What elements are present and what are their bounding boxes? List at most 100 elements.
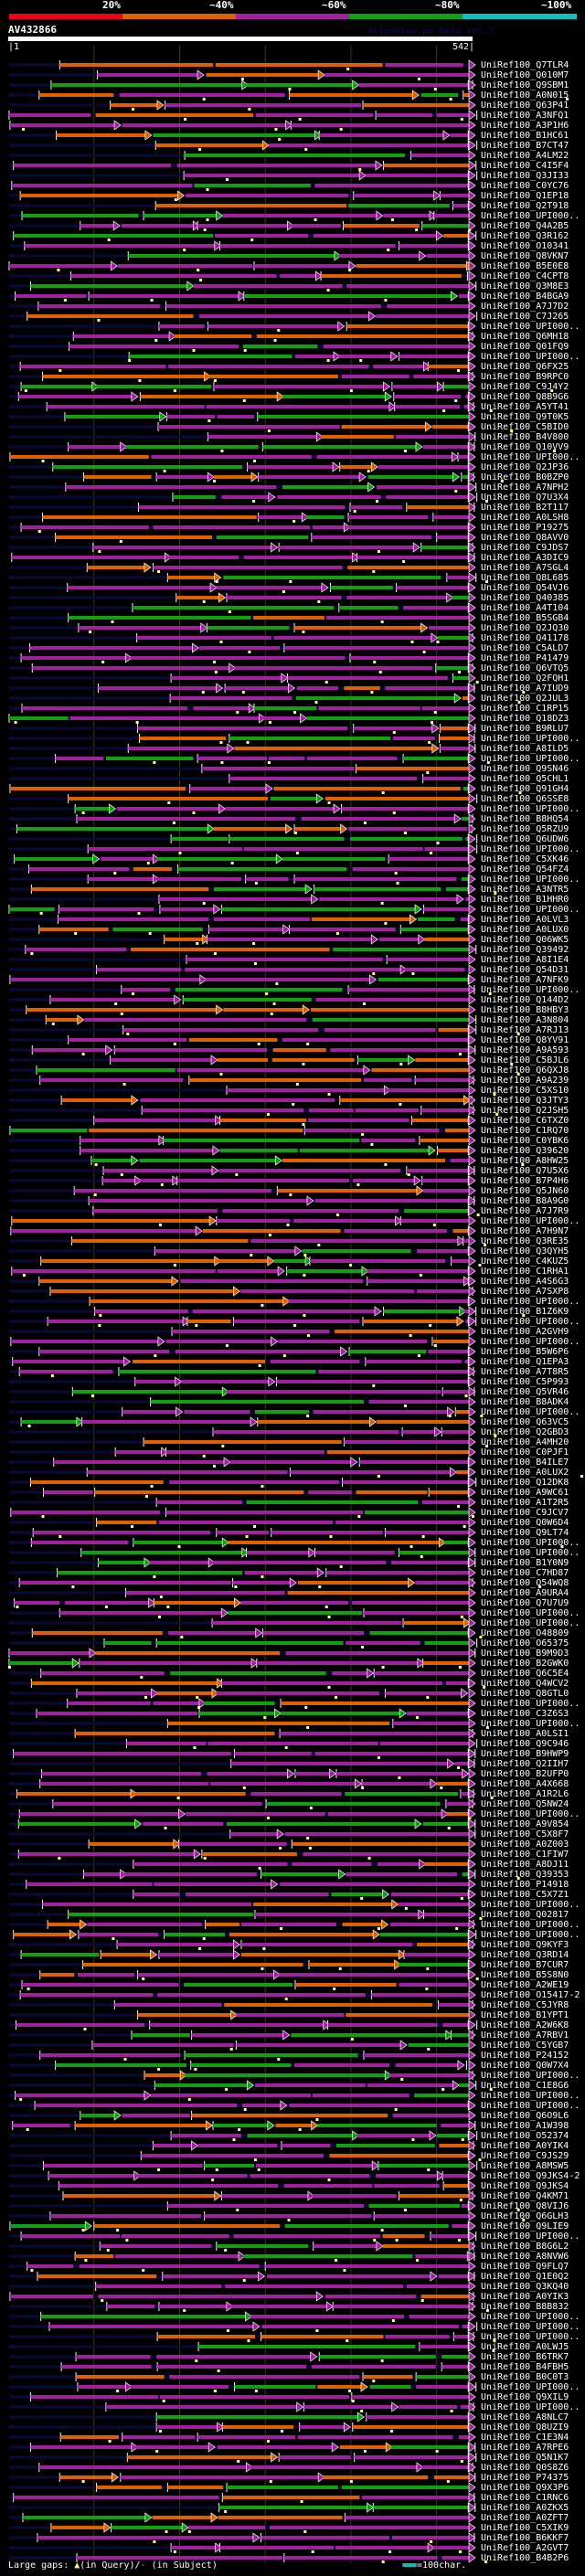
hit-label[interactable]: UniRef100_C5XS10 <box>481 1086 569 1096</box>
hit-label[interactable]: UniRef100_UPI000.. <box>481 2101 580 2111</box>
hit-label[interactable]: UniRef100_Q2JSH5 <box>481 1106 569 1116</box>
hit-label[interactable]: UniRef100_Q5RZU9 <box>481 824 569 834</box>
hit-label[interactable]: UniRef100_A8HW25 <box>481 1156 569 1166</box>
hit-label[interactable]: UniRef100_Q39353 <box>481 1870 569 1880</box>
hit-label[interactable]: UniRef100_Q40385 <box>481 593 569 603</box>
hit-label[interactable]: UniRef100_A7IUD9 <box>481 684 569 694</box>
hit-label[interactable]: UniRef100_Q7U5X6 <box>481 1166 569 1176</box>
hit-label[interactable]: UniRef100_P14918 <box>481 1880 569 1890</box>
hit-label[interactable]: UniRef100_UPI000.. <box>481 2382 580 2392</box>
hit-label[interactable]: UniRef100_C7HD87 <box>481 1568 569 1578</box>
hit-label[interactable]: UniRef100_UPI000.. <box>481 2312 580 2322</box>
hit-label[interactable]: UniRef100_C9J4Y2 <box>481 382 569 392</box>
hit-label[interactable]: UniRef100_C1RP15 <box>481 704 569 714</box>
hit-label[interactable]: UniRef100_B7CUR7 <box>481 1960 569 1970</box>
hit-label[interactable]: UniRef100_UPI000.. <box>481 452 580 462</box>
hit-label[interactable]: UniRef100_UPI000.. <box>481 2332 580 2342</box>
hit-label[interactable]: UniRef100_UPI000.. <box>481 322 580 332</box>
hit-label[interactable]: UniRef100_Q02817 <box>481 1910 569 1920</box>
hit-label[interactable]: UniRef100_C0YBK6 <box>481 1136 569 1146</box>
hit-label[interactable]: UniRef100_Q010M7 <box>481 70 569 80</box>
hit-label[interactable]: UniRef100_C7J265 <box>481 312 569 322</box>
hit-label[interactable]: UniRef100_Q9T0K5 <box>481 412 569 422</box>
hit-label[interactable]: UniRef100_UPI000.. <box>481 1317 580 1327</box>
hit-label[interactable]: UniRef100_UPI000.. <box>481 905 580 915</box>
hit-label[interactable]: UniRef100_A7H9N7 <box>481 1226 569 1236</box>
hit-label[interactable]: UniRef100_B4FBH5 <box>481 2362 569 2372</box>
hit-label[interactable]: UniRef100_A2WE19 <box>481 1980 569 1990</box>
hit-label[interactable]: UniRef100_A0ZKX5 <box>481 2503 569 2513</box>
hit-label[interactable]: UniRef100_C0YC76 <box>481 181 569 191</box>
hit-label[interactable]: UniRef100_A0LVL3 <box>481 915 569 925</box>
hit-label[interactable]: UniRef100_Q3JTY3 <box>481 1096 569 1106</box>
hit-label[interactable]: UniRef100_B8HQ54 <box>481 814 569 824</box>
hit-label[interactable]: UniRef100_Q9LT74 <box>481 1528 569 1538</box>
hit-label[interactable]: UniRef100_B9RPC0 <box>481 372 569 382</box>
hit-label[interactable]: UniRef100_Q9JKS4 <box>481 2181 569 2191</box>
hit-label[interactable]: UniRef100_Q2FQH1 <box>481 673 569 684</box>
hit-label[interactable]: UniRef100_C1E3N4 <box>481 2433 569 2443</box>
hit-label[interactable]: UniRef100_A3NTR5 <box>481 885 569 895</box>
hit-label[interactable]: UniRef100_C1RNC6 <box>481 2493 569 2503</box>
hit-label[interactable]: UniRef100_Q54D31 <box>481 965 569 975</box>
hit-label[interactable]: UniRef100_Q9JKS4-2 <box>481 2171 580 2181</box>
hit-label[interactable]: UniRef100_Q6C5E4 <box>481 1669 569 1679</box>
hit-label[interactable]: UniRef100_A8MSW5 <box>481 2161 569 2171</box>
hit-label[interactable]: UniRef100_B1Y0N9 <box>481 1558 569 1568</box>
hit-label[interactable]: UniRef100_UPI000.. <box>481 985 580 995</box>
hit-label[interactable]: UniRef100_UPI000.. <box>481 1548 580 1558</box>
hit-label[interactable]: UniRef100_UPI000.. <box>481 1407 580 1417</box>
hit-label[interactable]: UniRef100_B1HC61 <box>481 131 569 141</box>
hit-label[interactable]: UniRef100_A9URA4 <box>481 1588 569 1598</box>
hit-label[interactable]: UniRef100_Q06WK5 <box>481 935 569 945</box>
hit-label[interactable]: UniRef100_B7P4H6 <box>481 1176 569 1186</box>
hit-label[interactable]: UniRef100_B5SGB4 <box>481 613 569 623</box>
hit-label[interactable]: UniRef100_C9JDS7 <box>481 543 569 553</box>
hit-label[interactable]: UniRef100_A3P1H6 <box>481 121 569 131</box>
hit-label[interactable]: UniRef100_Q54VJ6 <box>481 583 569 593</box>
hit-label[interactable]: UniRef100_C4KUZ5 <box>481 1256 569 1267</box>
hit-label[interactable]: UniRef100_UPI000.. <box>481 1297 580 1307</box>
hit-label[interactable]: UniRef100_Q91GH4 <box>481 784 569 794</box>
hit-label[interactable]: UniRef100_O48809 <box>481 1628 569 1638</box>
hit-label[interactable]: UniRef100_A5YT41 <box>481 402 569 412</box>
hit-label[interactable]: UniRef100_C9JS29 <box>481 2151 569 2161</box>
hit-label[interactable]: UniRef100_Q8VKN7 <box>481 251 569 261</box>
hit-label[interactable]: UniRef100_A9A593 <box>481 1045 569 1055</box>
hit-label[interactable]: UniRef100_B8A9G0 <box>481 1196 569 1206</box>
hit-label[interactable]: UniRef100_A2GVH9 <box>481 1327 569 1337</box>
hit-label[interactable]: UniRef100_B4B2P6 <box>481 2553 569 2563</box>
hit-label[interactable]: UniRef100_O15417-2 <box>481 1990 580 2000</box>
hit-label[interactable]: UniRef100_UPI000.. <box>481 1337 580 1347</box>
hit-label[interactable]: UniRef100_Q9X3P6 <box>481 2483 569 2493</box>
hit-label[interactable]: UniRef100_Q3QYH5 <box>481 1246 569 1256</box>
hit-label[interactable]: UniRef100_A7T8R5 <box>481 1367 569 1377</box>
hit-label[interactable]: UniRef100_Q2IIH7 <box>481 1759 569 1769</box>
hit-label[interactable]: UniRef100_Q54WQ8 <box>481 1578 569 1588</box>
hit-label[interactable]: UniRef100_B9RLU7 <box>481 724 569 734</box>
hit-label[interactable]: UniRef100_A0LSI1 <box>481 1729 569 1739</box>
hit-label[interactable]: UniRef100_Q01FQ9 <box>481 342 569 352</box>
hit-label[interactable]: UniRef100_Q39620 <box>481 1146 569 1156</box>
hit-label[interactable]: UniRef100_B2UFP0 <box>481 1769 569 1779</box>
hit-label[interactable]: UniRef100_UPI000.. <box>481 2322 580 2332</box>
hit-label[interactable]: UniRef100_Q5CHL1 <box>481 774 569 784</box>
hit-label[interactable]: UniRef100_Q2GBD3 <box>481 1427 569 1437</box>
hit-label[interactable]: UniRef100_C5YGB7 <box>481 2041 569 2051</box>
hit-label[interactable]: UniRef100_UPI000.. <box>481 1930 580 1940</box>
hit-label[interactable]: UniRef100_Q10VV9 <box>481 442 569 452</box>
hit-label[interactable]: UniRef100_Q3RE35 <box>481 1236 569 1246</box>
hit-label[interactable]: UniRef100_P24152 <box>481 2051 569 2061</box>
hit-label[interactable]: UniRef100_C4I5F4 <box>481 161 569 171</box>
hit-label[interactable]: UniRef100_Q41178 <box>481 633 569 643</box>
hit-label[interactable]: UniRef100_UPI000.. <box>481 734 580 744</box>
hit-label[interactable]: UniRef100_C5P993 <box>481 1377 569 1387</box>
hit-label[interactable]: UniRef100_B4ILE7 <box>481 1458 569 1468</box>
hit-label[interactable]: UniRef100_Q8L685 <box>481 573 569 583</box>
hit-label[interactable]: UniRef100_A4S6G3 <box>481 1277 569 1287</box>
hit-label[interactable]: UniRef100_A7NFK9 <box>481 975 569 985</box>
hit-label[interactable]: UniRef100_Q8B9G6 <box>481 392 569 402</box>
hit-label[interactable]: UniRef100_UPI000.. <box>481 1719 580 1729</box>
hit-label[interactable]: UniRef100_Q8VIJ6 <box>481 2201 569 2211</box>
hit-label[interactable]: UniRef100_UPI000.. <box>481 2091 580 2101</box>
